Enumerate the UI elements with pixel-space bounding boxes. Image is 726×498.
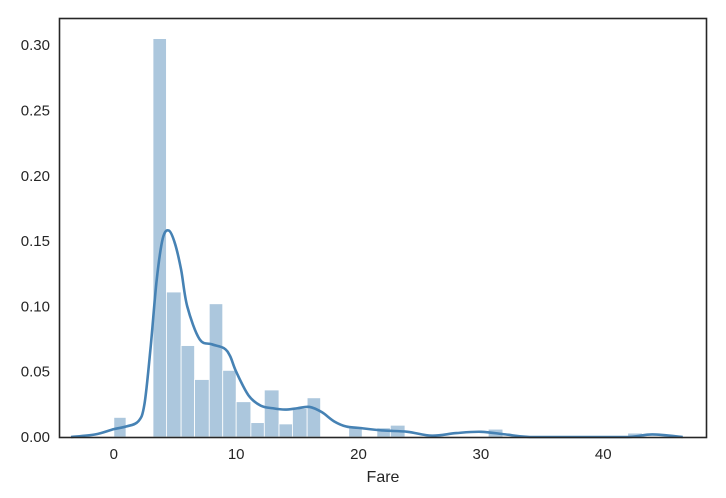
y-tick-label: 0.05 bbox=[21, 364, 50, 381]
x-axis-ticks: 0 10 20 30 40 bbox=[110, 446, 612, 463]
histogram-bar bbox=[194, 379, 210, 438]
histogram-bar bbox=[152, 38, 167, 438]
y-tick-label: 0.30 bbox=[21, 37, 50, 54]
histogram-bar bbox=[166, 291, 182, 438]
x-tick-label: 0 bbox=[110, 446, 118, 463]
histogram-bar bbox=[278, 423, 293, 438]
x-tick-label: 40 bbox=[595, 446, 612, 463]
y-tick-label: 0.20 bbox=[21, 168, 50, 185]
histogram-bars bbox=[113, 38, 643, 438]
kde-line bbox=[70, 229, 683, 439]
y-tick-label: 0.15 bbox=[21, 233, 50, 250]
y-tick-label: 0.10 bbox=[21, 298, 50, 315]
histogram-bar bbox=[306, 397, 322, 438]
y-tick-label: 0.25 bbox=[21, 102, 50, 119]
y-tick-label: 0.00 bbox=[21, 429, 50, 446]
histogram-bar bbox=[180, 345, 195, 438]
histogram-bar bbox=[292, 407, 308, 438]
histogram-bar bbox=[208, 303, 224, 438]
histogram-bar bbox=[235, 401, 252, 438]
x-tick-label: 20 bbox=[350, 446, 367, 463]
plot-frame bbox=[58, 17, 708, 439]
x-tick-label: 30 bbox=[473, 446, 490, 463]
x-tick-label: 10 bbox=[228, 446, 245, 463]
histogram-bar bbox=[263, 389, 280, 438]
histogram-bar bbox=[222, 369, 237, 438]
histogram-bar bbox=[250, 422, 265, 438]
x-axis-label: Fare bbox=[367, 469, 400, 486]
y-axis-ticks: 0.00 0.05 0.10 0.15 0.20 0.25 0.30 bbox=[21, 37, 50, 446]
